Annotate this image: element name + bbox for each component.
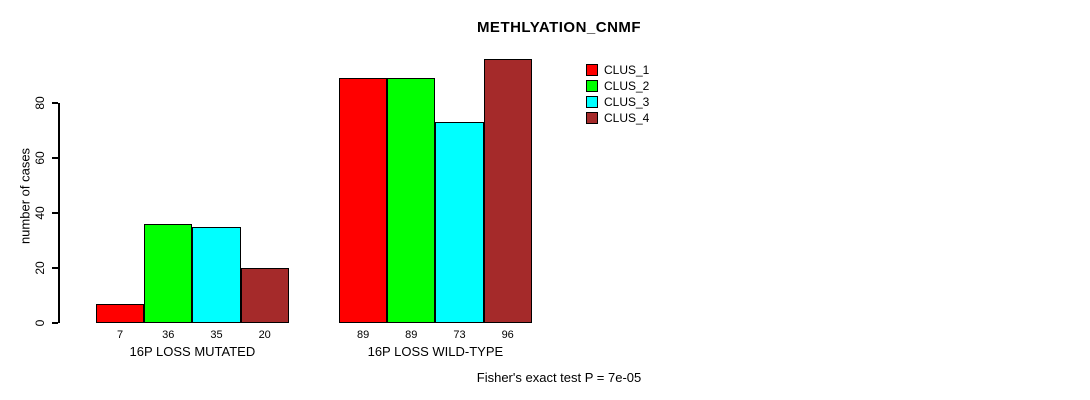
- bar-value-label: 73: [453, 329, 466, 341]
- legend-label: CLUS_3: [604, 95, 650, 109]
- legend-swatch-clus_2: [586, 80, 598, 92]
- bar-value-label: 7: [117, 329, 124, 341]
- y-axis-tick: [52, 102, 58, 104]
- bar-value-label: 96: [501, 329, 514, 341]
- legend-item-clus_4: CLUS_4: [586, 110, 649, 126]
- legend-label: CLUS_1: [604, 63, 650, 77]
- legend-item-clus_3: CLUS_3: [586, 94, 649, 110]
- legend-swatch-clus_3: [586, 96, 598, 108]
- legend: CLUS_1 CLUS_2 CLUS_3 CLUS_4: [586, 62, 649, 126]
- bar-value-label: 20: [258, 329, 271, 341]
- chart-title: METHLYATION_CNMF: [476, 19, 642, 36]
- y-axis-label: number of cases: [17, 147, 33, 245]
- legend-item-clus_1: CLUS_1: [586, 62, 649, 78]
- y-axis-tick: [52, 157, 58, 159]
- fisher-test-annotation: Fisher's exact test P = 7e-05: [476, 370, 642, 385]
- legend-label: CLUS_4: [604, 111, 650, 125]
- bar-clus_4: [240, 268, 289, 323]
- legend-item-clus_2: CLUS_2: [586, 78, 649, 94]
- bar-clus_3: [192, 226, 241, 323]
- y-axis-tick-label: 0: [33, 319, 47, 327]
- y-axis-tick-label: 80: [33, 96, 47, 110]
- y-axis-tick-label: 60: [33, 151, 47, 165]
- group-label: 16P LOSS MUTATED: [129, 344, 256, 359]
- bar-clus_2: [144, 224, 193, 323]
- bar-clus_4: [483, 59, 532, 323]
- legend-swatch-clus_1: [586, 64, 598, 76]
- bar-value-label: 35: [210, 329, 223, 341]
- y-axis-tick: [52, 267, 58, 269]
- bar-clus_1: [339, 78, 388, 323]
- group-label: 16P LOSS WILD-TYPE: [367, 344, 504, 359]
- y-axis-tick: [52, 212, 58, 214]
- bar-value-label: 36: [162, 329, 175, 341]
- legend-label: CLUS_2: [604, 79, 650, 93]
- y-axis-tick-label: 40: [33, 206, 47, 220]
- y-axis-tick-label: 20: [33, 261, 47, 275]
- bar-clus_1: [96, 303, 145, 323]
- y-axis-line: [58, 103, 60, 323]
- bar-value-label: 89: [356, 329, 370, 341]
- y-axis-tick: [52, 322, 58, 324]
- bar-value-label: 89: [405, 329, 418, 341]
- bar-clus_3: [435, 122, 484, 323]
- bar-clus_2: [387, 78, 436, 323]
- legend-swatch-clus_4: [586, 112, 598, 124]
